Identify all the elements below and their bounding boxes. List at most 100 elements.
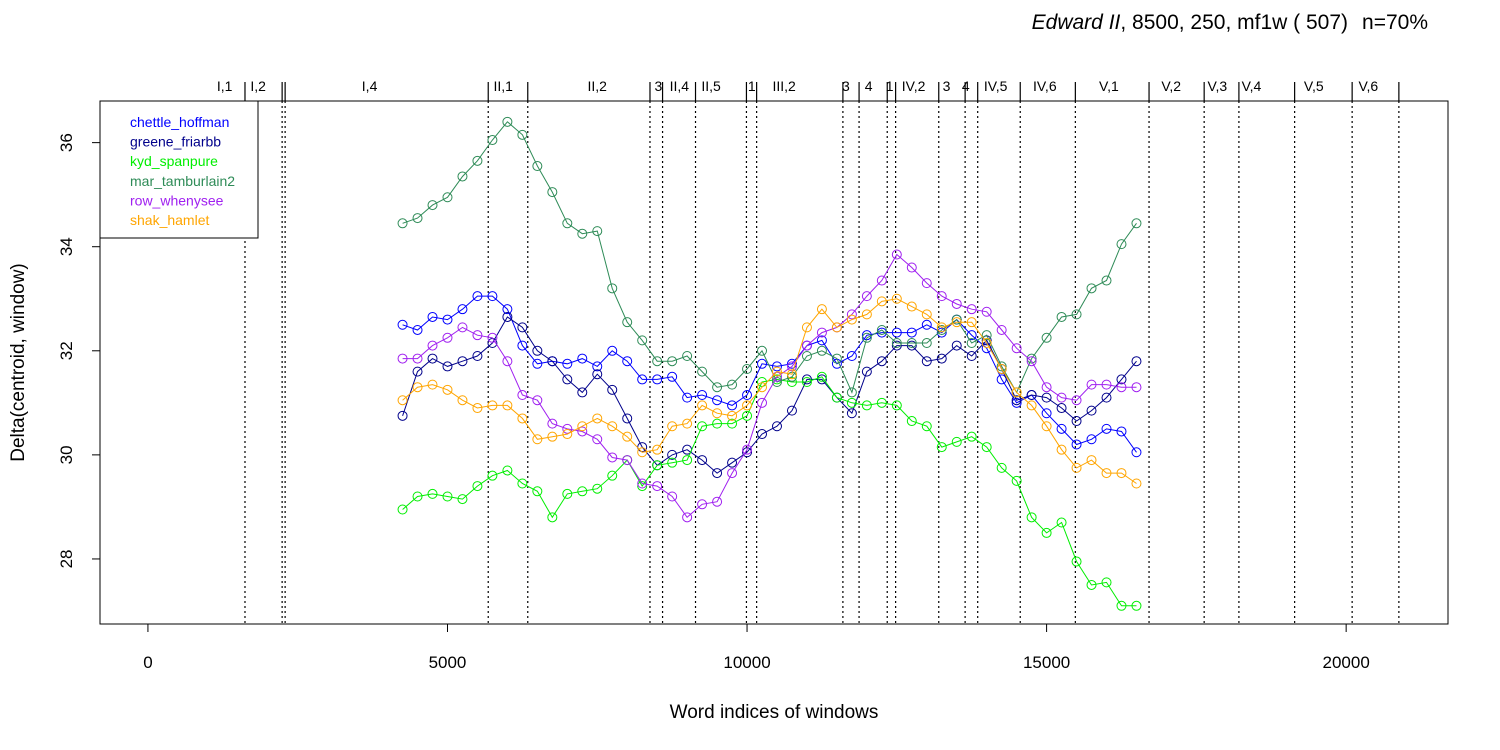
- data-point: [861, 400, 872, 411]
- data-point: [592, 361, 603, 372]
- data-point: [442, 384, 453, 395]
- data-point: [906, 301, 917, 312]
- data-point: [921, 421, 932, 432]
- data-point: [607, 384, 618, 395]
- data-point: [412, 353, 423, 364]
- data-point: [607, 452, 618, 463]
- data-point: [801, 374, 812, 385]
- data-point: [876, 397, 887, 408]
- data-point: [921, 356, 932, 367]
- data-point: [1131, 382, 1142, 393]
- data-point: [891, 327, 902, 338]
- scene-label: 3: [842, 78, 850, 94]
- data-point: [667, 449, 678, 460]
- data-point: [652, 356, 663, 367]
- data-point: [622, 455, 633, 466]
- data-point: [981, 337, 992, 348]
- title-play-name: Edward II: [1032, 11, 1121, 34]
- data-point: [682, 350, 693, 361]
- data-point: [1086, 379, 1097, 390]
- data-point: [1071, 416, 1082, 427]
- data-point: [936, 442, 947, 453]
- series-line: [402, 376, 1137, 607]
- data-point: [891, 293, 902, 304]
- data-point: [517, 390, 528, 401]
- data-point: [742, 390, 753, 401]
- data-point: [607, 283, 618, 294]
- data-point: [981, 306, 992, 317]
- data-point: [532, 358, 543, 369]
- data-point: [442, 491, 453, 502]
- scene-label: II,4: [670, 78, 690, 94]
- data-point: [996, 324, 1007, 335]
- series-greene_friarbb: [397, 311, 1142, 479]
- scene-label: V,6: [1358, 78, 1378, 94]
- data-point: [637, 478, 648, 489]
- scene-label: 3: [943, 78, 951, 94]
- data-point: [801, 377, 812, 388]
- data-point: [397, 395, 408, 406]
- data-point: [532, 345, 543, 356]
- data-point: [1041, 382, 1052, 393]
- scene-label: I,1: [217, 78, 233, 94]
- data-point: [1101, 379, 1112, 390]
- scene-label: V,4: [1242, 78, 1262, 94]
- data-point: [592, 434, 603, 445]
- data-point: [1026, 400, 1037, 411]
- scene-label: V,5: [1304, 78, 1324, 94]
- data-point: [742, 447, 753, 458]
- data-point: [1116, 600, 1127, 611]
- data-point: [427, 311, 438, 322]
- legend-item-greene_friarbb: greene_friarbb: [130, 134, 221, 150]
- series-lines: [397, 116, 1142, 611]
- data-point: [652, 481, 663, 492]
- data-point: [397, 353, 408, 364]
- y-axis: 28 30 32 34 36: [57, 133, 100, 568]
- data-point: [697, 400, 708, 411]
- data-point: [1071, 556, 1082, 567]
- data-point: [607, 421, 618, 432]
- data-point: [816, 335, 827, 346]
- series-kyd_spanpure: [397, 371, 1142, 611]
- data-point: [966, 304, 977, 315]
- data-point: [622, 356, 633, 367]
- title-n: n=70%: [1362, 11, 1428, 34]
- data-point: [547, 418, 558, 429]
- data-point: [1101, 423, 1112, 434]
- legend-item-kyd_spanpure: kyd_spanpure: [130, 153, 218, 169]
- data-point: [1011, 395, 1022, 406]
- data-point: [637, 374, 648, 385]
- data-point: [562, 374, 573, 385]
- data-point: [906, 416, 917, 427]
- legend-item-chettle_hoffman: chettle_hoffman: [130, 114, 229, 130]
- data-point: [607, 345, 618, 356]
- data-point: [727, 457, 738, 468]
- scene-label: V,1: [1099, 78, 1119, 94]
- data-point: [562, 429, 573, 440]
- data-point: [397, 319, 408, 330]
- data-point: [1071, 439, 1082, 450]
- legend-item-mar_tamburlain2: mar_tamburlain2: [130, 173, 235, 189]
- data-point: [951, 314, 962, 325]
- data-point: [457, 494, 468, 505]
- data-point: [517, 478, 528, 489]
- data-point: [622, 317, 633, 328]
- data-point: [846, 350, 857, 361]
- data-point: [562, 358, 573, 369]
- data-point: [637, 481, 648, 492]
- data-point: [936, 327, 947, 338]
- data-point: [1116, 426, 1127, 437]
- data-point: [487, 400, 498, 411]
- data-point: [891, 337, 902, 348]
- data-point: [816, 327, 827, 338]
- data-point: [1056, 403, 1067, 414]
- data-point: [891, 249, 902, 260]
- data-point: [1011, 475, 1022, 486]
- data-point: [996, 462, 1007, 473]
- data-point: [442, 361, 453, 372]
- series-chettle_hoffman: [397, 291, 1142, 458]
- data-point: [921, 319, 932, 330]
- data-point: [846, 309, 857, 320]
- scene-label: 4: [865, 78, 873, 94]
- data-point: [951, 436, 962, 447]
